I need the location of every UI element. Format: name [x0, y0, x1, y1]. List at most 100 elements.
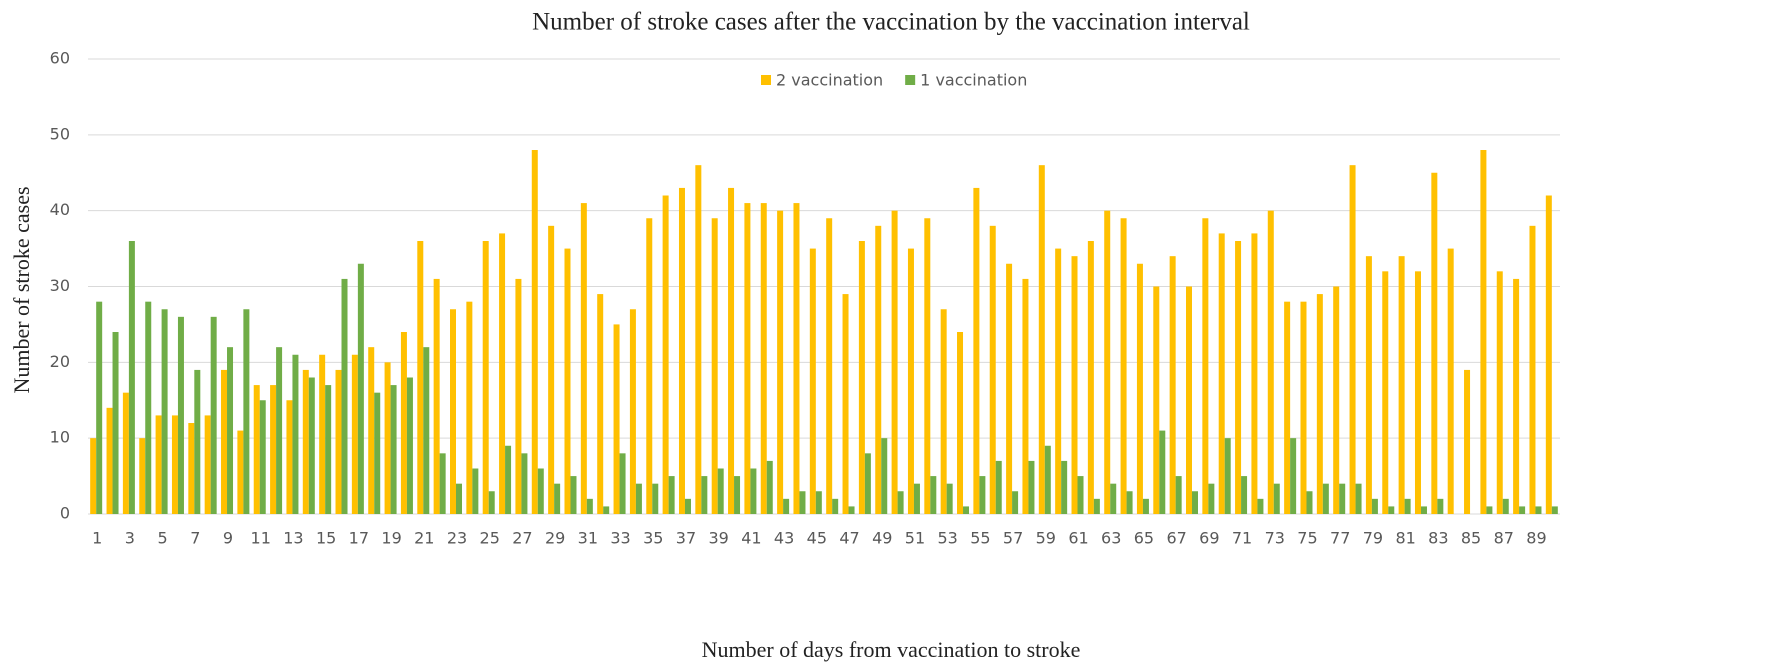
bar [946, 483, 953, 514]
bar [913, 483, 920, 514]
bar [227, 347, 234, 514]
bar [548, 225, 555, 515]
bar [842, 294, 849, 514]
bar [188, 423, 195, 514]
bar [809, 248, 816, 515]
bar [1437, 498, 1444, 514]
x-tick-label: 11 [251, 529, 271, 548]
bar [635, 483, 642, 514]
bar [1404, 498, 1411, 514]
bar [270, 385, 277, 514]
bar [619, 453, 626, 514]
x-tick-label: 63 [1101, 529, 1121, 548]
bar [1093, 498, 1100, 514]
bar [1316, 294, 1323, 514]
bar [1290, 438, 1297, 514]
bar [766, 460, 773, 514]
bar [1120, 218, 1127, 514]
bar [319, 354, 326, 514]
bar [760, 203, 767, 515]
bar [1480, 150, 1487, 514]
bar [1339, 483, 1346, 514]
x-tick-label: 5 [158, 529, 168, 548]
x-tick-label: 75 [1297, 529, 1317, 548]
bar [1110, 483, 1117, 514]
x-tick-label: 21 [414, 529, 434, 548]
bar [537, 468, 544, 514]
bar [1175, 476, 1182, 514]
bar [1153, 286, 1160, 514]
bar [488, 491, 495, 514]
x-tick-label: 81 [1395, 529, 1415, 548]
bar [711, 218, 718, 514]
bar [1202, 218, 1209, 514]
bar [629, 309, 636, 514]
bar [979, 476, 986, 514]
bar [423, 347, 430, 514]
bar [1349, 165, 1356, 514]
bar [652, 483, 659, 514]
bar [400, 332, 407, 514]
bar [177, 316, 184, 514]
bar [243, 309, 250, 514]
bar [750, 468, 757, 514]
bar [1545, 195, 1552, 514]
bar [221, 369, 228, 514]
bar [128, 241, 135, 514]
bar [564, 248, 571, 515]
bar [678, 187, 685, 514]
bar [1464, 369, 1471, 514]
bar [1519, 506, 1526, 514]
bar [646, 218, 653, 514]
x-tick-label: 15 [316, 529, 336, 548]
x-tick-label: 73 [1265, 529, 1285, 548]
bar [1535, 506, 1542, 514]
bar [302, 369, 309, 514]
bar [1365, 256, 1372, 514]
x-tick-label: 3 [125, 529, 135, 548]
bar [276, 347, 283, 514]
x-tick-label: 59 [1036, 529, 1056, 548]
bar [90, 438, 97, 514]
bar [112, 332, 119, 514]
bar [815, 491, 822, 514]
x-tick-label: 31 [578, 529, 598, 548]
x-tick-label: 45 [807, 529, 827, 548]
x-tick-label: 77 [1330, 529, 1350, 548]
bar [259, 400, 266, 514]
x-tick-label: 87 [1494, 529, 1514, 548]
x-tick-label: 47 [839, 529, 859, 548]
bar [1529, 225, 1536, 515]
bar [1012, 491, 1019, 514]
bar [335, 369, 342, 514]
x-tick-label: 83 [1428, 529, 1448, 548]
x-tick-label: 49 [872, 529, 892, 548]
bar [1218, 233, 1225, 514]
x-tick-label: 67 [1166, 529, 1186, 548]
chart-title: Number of stroke cases after the vaccina… [532, 9, 1250, 36]
bar [995, 460, 1002, 514]
bar [1267, 210, 1274, 514]
bar [482, 241, 489, 514]
bar [777, 210, 784, 514]
bar [472, 468, 479, 514]
bar [1306, 491, 1313, 514]
bar [1224, 438, 1231, 514]
x-tick-label: 33 [610, 529, 630, 548]
y-tick-label: 50 [50, 124, 70, 143]
bar [799, 491, 806, 514]
bar [1486, 506, 1493, 514]
x-tick-label: 27 [512, 529, 532, 548]
bar [1284, 301, 1291, 514]
bar [374, 392, 381, 514]
bar [1136, 263, 1143, 514]
bar [171, 415, 178, 514]
x-tick-label: 29 [545, 529, 565, 548]
x-tick-label: 17 [349, 529, 369, 548]
bar [1322, 483, 1329, 514]
bar [1300, 301, 1307, 514]
x-tick-label: 51 [905, 529, 925, 548]
bar [957, 332, 964, 514]
bar [1038, 165, 1045, 514]
